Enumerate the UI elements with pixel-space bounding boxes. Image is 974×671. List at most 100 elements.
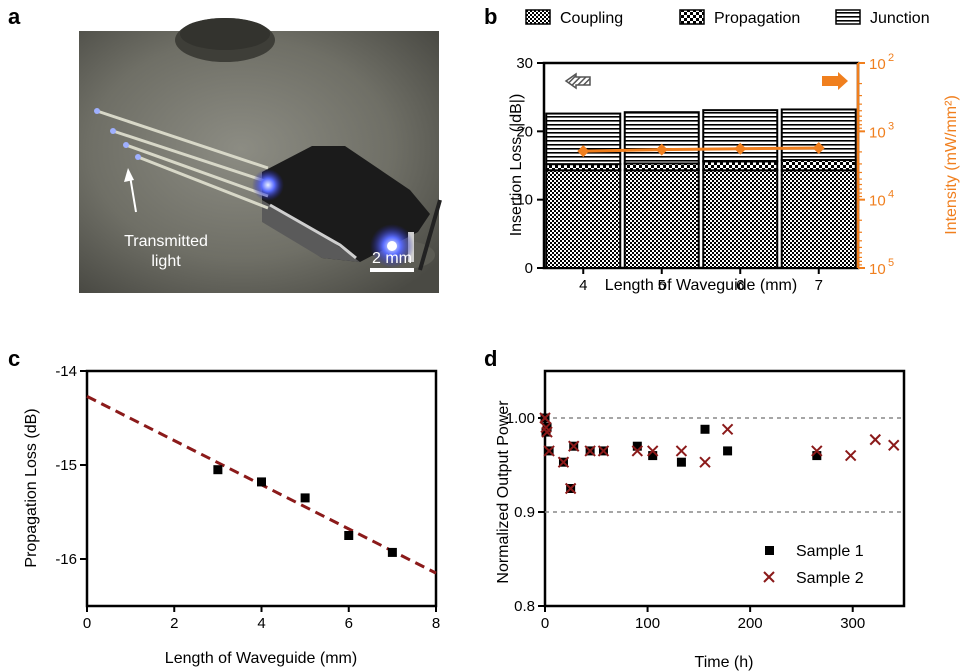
data-point-c xyxy=(213,465,223,475)
x-tick-label-c: 0 xyxy=(83,615,91,632)
sample2-point xyxy=(557,456,570,468)
x-tick-label-d: 0 xyxy=(541,615,549,632)
legend-label-propagation: Propagation xyxy=(714,10,800,27)
legend-marker-sample1 xyxy=(765,546,774,555)
sample2-point xyxy=(869,433,881,446)
legend-label-sample1: Sample 1 xyxy=(796,543,864,560)
y-tick-label-b: 10 xyxy=(516,192,533,209)
y-tick-label-b: 0 xyxy=(525,260,533,277)
device-illustration xyxy=(94,108,442,271)
sample2-point xyxy=(631,445,644,457)
sample1-point xyxy=(812,451,822,461)
legend-label-sample2: Sample 2 xyxy=(796,570,864,587)
x-axis-label-b: Length of Waveguide (mm) xyxy=(605,277,797,294)
y2-tick-label-b: 10 xyxy=(869,193,886,210)
sample1-point xyxy=(676,457,686,467)
y2-tick-label-b: 10 xyxy=(869,261,886,278)
data-point-c xyxy=(257,477,266,487)
intensity-point-4 xyxy=(577,145,590,158)
legend-marker-sample2 xyxy=(763,571,775,583)
x-tick-label-c: 2 xyxy=(170,615,178,632)
panel-label-d: d xyxy=(484,346,497,371)
y2-tick-label-b: 10 xyxy=(869,124,886,141)
y-axis-label-d: Normalized Output Power xyxy=(495,400,512,584)
y2-tick-label-b: 10 xyxy=(869,56,886,73)
x-tick-label-c: 4 xyxy=(257,615,265,632)
sample2-point xyxy=(584,445,596,457)
x-tick-label-d: 300 xyxy=(840,615,865,632)
bar-coupling-7 xyxy=(780,169,857,270)
sample2-point xyxy=(597,445,610,457)
y2-tick-exponent-b: 4 xyxy=(888,189,894,201)
sample2-point xyxy=(646,445,659,457)
intensity-point-5 xyxy=(655,143,668,156)
photo-annotation-line1: Transmitted xyxy=(124,233,208,250)
sample1-point xyxy=(700,424,710,434)
x-tick-label-d: 100 xyxy=(635,615,660,632)
photo-panel: Transmitted light 2 mm xyxy=(79,18,442,293)
x-tick-label-c: 6 xyxy=(345,615,353,632)
panel-label-b: b xyxy=(484,4,497,29)
y2-axis-label-b: Intensity (mW/mm²) xyxy=(943,95,960,235)
sample2-point xyxy=(699,456,711,468)
x-tick-label-b: 7 xyxy=(815,277,823,294)
data-point-c xyxy=(387,547,397,557)
sample2-point xyxy=(564,482,577,495)
legend-label-coupling: Coupling xyxy=(560,10,623,27)
legend-swatch-junction xyxy=(835,9,861,25)
plot-frame-c xyxy=(85,369,438,608)
sample2-point xyxy=(721,423,734,435)
sample2-point xyxy=(568,440,580,452)
data-point-c xyxy=(300,493,310,503)
plot-frame-d xyxy=(543,369,906,608)
sample2-point xyxy=(541,426,553,438)
x-tick-label-b: 4 xyxy=(579,277,587,294)
legend-d: Sample 1 Sample 2 xyxy=(763,543,864,587)
left-arrow-icon xyxy=(564,72,591,90)
scale-bar xyxy=(370,268,414,272)
bar-propagation-7 xyxy=(780,159,857,172)
legend-swatch-coupling xyxy=(525,9,551,25)
x-tick-label-c: 8 xyxy=(432,615,440,632)
legend-label-junction: Junction xyxy=(870,10,930,27)
legend-swatch-propagation xyxy=(679,9,705,25)
y-tick-label-d: 0.9 xyxy=(514,504,535,521)
sample1-point xyxy=(648,451,658,461)
bar-coupling-4 xyxy=(545,169,622,270)
y-tick-label-b: 20 xyxy=(516,123,533,140)
y-tick-label-d: 1.00 xyxy=(506,410,535,427)
x-axis-label-d: Time (h) xyxy=(695,654,754,671)
y-tick-label-c: -14 xyxy=(55,363,77,380)
y2-tick-exponent-b: 5 xyxy=(888,257,894,269)
y2-tick-exponent-b: 3 xyxy=(888,120,894,132)
sample2-point xyxy=(844,449,857,462)
right-arrow-icon xyxy=(822,72,848,90)
panel-label-a: a xyxy=(8,4,21,29)
bar-junction-5 xyxy=(623,111,700,165)
y-axis-label-c: Propagation Loss (dB) xyxy=(23,408,40,567)
bar-coupling-6 xyxy=(702,169,779,270)
chart-b: Coupling Propagation Junction 0 10 20 30 4 5… xyxy=(508,9,960,294)
x-axis-label-c: Length of Waveguide (mm) xyxy=(165,650,357,667)
data-point-c xyxy=(344,531,354,540)
intensity-point-7 xyxy=(812,141,825,154)
annotation-arrow xyxy=(124,168,137,213)
y2-tick-exponent-b: 2 xyxy=(888,52,894,64)
sample2-point xyxy=(539,412,551,424)
photo-annotation-line2: light xyxy=(151,253,181,270)
y-tick-label-c: -16 xyxy=(55,551,77,568)
sample2-point xyxy=(811,445,823,457)
x-tick-label-b: 5 xyxy=(658,277,666,294)
sample2-point xyxy=(888,439,900,451)
scale-bar-label: 2 mm xyxy=(372,250,412,267)
bar-propagation-5 xyxy=(623,162,700,172)
sample1-point xyxy=(632,441,642,451)
bar-propagation-6 xyxy=(702,160,779,172)
sample2-point xyxy=(543,445,555,457)
x-tick-label-b: 6 xyxy=(736,277,744,294)
intensity-line xyxy=(583,146,819,153)
y-tick-label-c: -15 xyxy=(55,457,77,474)
sample1-point xyxy=(723,446,733,456)
sample2-point xyxy=(675,445,688,457)
y-tick-label-d: 0.8 xyxy=(514,598,535,615)
